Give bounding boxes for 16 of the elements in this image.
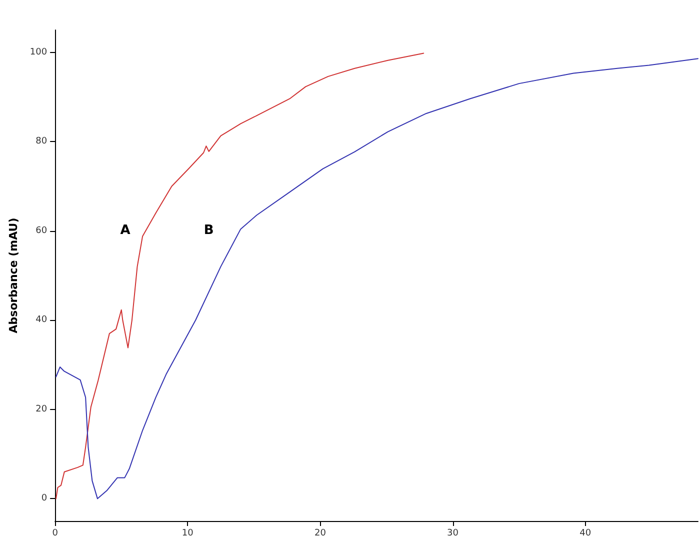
- series-label: A: [120, 223, 130, 238]
- x-tick-label: 20: [314, 528, 326, 538]
- y-tick-label: 20: [36, 404, 48, 414]
- y-tick-label: 0: [41, 494, 48, 504]
- y-tick-label: 100: [30, 47, 48, 58]
- line-series: [56, 52, 424, 500]
- series-label: B: [204, 223, 214, 238]
- line-series: [56, 58, 698, 500]
- y-tick-label: 80: [36, 136, 48, 147]
- x-tick-label: 30: [447, 528, 459, 538]
- y-tick-label: 60: [36, 226, 48, 236]
- y-axis-title: Absorbance (mAU): [7, 218, 20, 334]
- x-tick-label: 10: [182, 528, 194, 538]
- x-tick-label: 0: [52, 528, 58, 538]
- x-tick-label: 40: [580, 528, 592, 538]
- y-tick-label: 40: [36, 315, 48, 326]
